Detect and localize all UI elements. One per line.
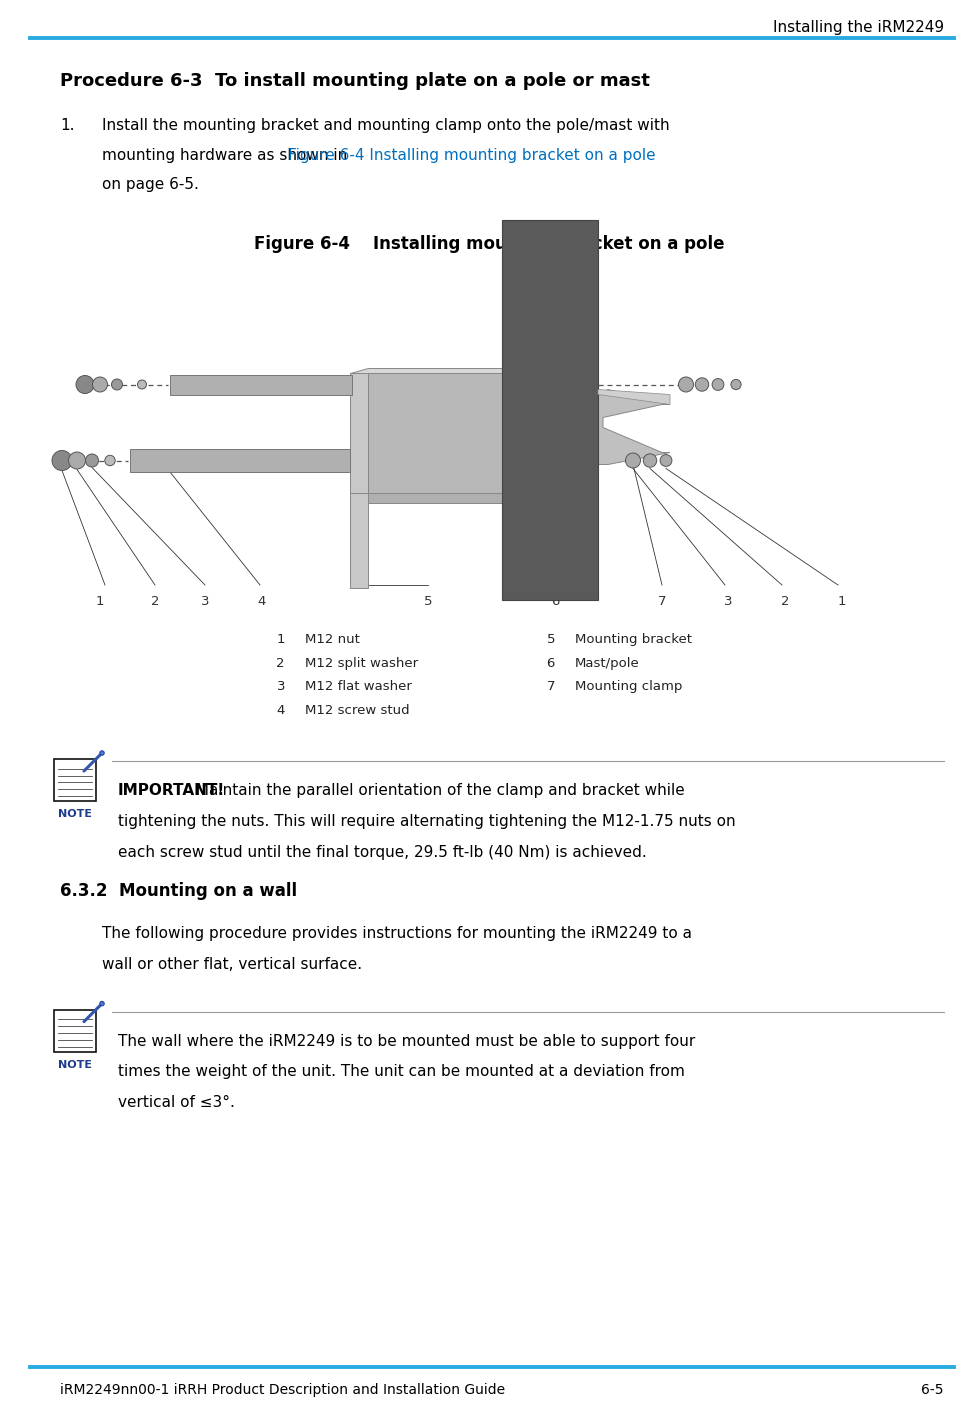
Text: on page 6-5.: on page 6-5. bbox=[102, 177, 199, 192]
Text: 6.3.2  Mounting on a wall: 6.3.2 Mounting on a wall bbox=[60, 882, 296, 901]
Text: iRM2249nn00-1 iRRH Product Description and Installation Guide: iRM2249nn00-1 iRRH Product Description a… bbox=[60, 1383, 505, 1397]
Circle shape bbox=[68, 452, 85, 469]
Circle shape bbox=[85, 454, 99, 466]
Polygon shape bbox=[350, 493, 502, 503]
Text: Figure 6-4    Installing mounting bracket on a pole: Figure 6-4 Installing mounting bracket o… bbox=[254, 235, 724, 253]
Text: 4: 4 bbox=[277, 704, 285, 717]
Text: Install the mounting bracket and mounting clamp onto the pole/mast with: Install the mounting bracket and mountin… bbox=[102, 118, 669, 133]
Polygon shape bbox=[598, 389, 669, 405]
Text: vertical of ≤3°.: vertical of ≤3°. bbox=[118, 1096, 235, 1110]
Text: The following procedure provides instructions for mounting the iRM2249 to a: The following procedure provides instruc… bbox=[102, 926, 691, 941]
Bar bbox=[130, 450, 350, 472]
Text: 6: 6 bbox=[546, 656, 555, 670]
Bar bbox=[54, 1010, 96, 1051]
Circle shape bbox=[111, 379, 122, 391]
Circle shape bbox=[659, 455, 671, 466]
Text: 2: 2 bbox=[151, 594, 159, 608]
Circle shape bbox=[100, 750, 104, 756]
Text: Procedure 6-3  To install mounting plate on a pole or mast: Procedure 6-3 To install mounting plate … bbox=[60, 72, 649, 90]
Text: times the weight of the unit. The unit can be mounted at a deviation from: times the weight of the unit. The unit c… bbox=[118, 1065, 685, 1079]
Text: 2: 2 bbox=[779, 594, 788, 608]
Text: NOTE: NOTE bbox=[58, 809, 92, 819]
Polygon shape bbox=[368, 395, 502, 468]
Bar bbox=[502, 221, 598, 600]
Circle shape bbox=[643, 454, 656, 468]
Text: 3: 3 bbox=[723, 594, 732, 608]
Circle shape bbox=[711, 378, 723, 391]
Circle shape bbox=[137, 379, 147, 389]
Text: M12 flat washer: M12 flat washer bbox=[305, 680, 412, 693]
Polygon shape bbox=[368, 372, 502, 493]
Text: 7: 7 bbox=[546, 680, 555, 693]
Text: Mounting bracket: Mounting bracket bbox=[574, 634, 691, 646]
Text: Mounting clamp: Mounting clamp bbox=[574, 680, 682, 693]
Polygon shape bbox=[598, 389, 669, 465]
Circle shape bbox=[76, 375, 94, 393]
Polygon shape bbox=[350, 493, 368, 589]
Circle shape bbox=[105, 455, 115, 465]
Text: Maintain the parallel orientation of the clamp and bracket while: Maintain the parallel orientation of the… bbox=[191, 783, 684, 798]
Text: 1: 1 bbox=[96, 594, 104, 608]
Circle shape bbox=[731, 379, 740, 389]
Text: 6-5: 6-5 bbox=[920, 1383, 943, 1397]
Polygon shape bbox=[350, 372, 368, 493]
Text: 3: 3 bbox=[276, 680, 285, 693]
Text: wall or other flat, vertical surface.: wall or other flat, vertical surface. bbox=[102, 957, 362, 972]
Text: 1: 1 bbox=[276, 634, 285, 646]
Text: M12 nut: M12 nut bbox=[305, 634, 360, 646]
Circle shape bbox=[625, 452, 640, 468]
Text: each screw stud until the final torque, 29.5 ft-lb (40 Nm) is achieved.: each screw stud until the final torque, … bbox=[118, 844, 646, 860]
Text: The wall where the iRM2249 is to be mounted must be able to support four: The wall where the iRM2249 is to be moun… bbox=[118, 1034, 694, 1048]
Text: Installing the iRM2249: Installing the iRM2249 bbox=[772, 20, 943, 35]
Text: tightening the nuts. This will require alternating tightening the M12-1.75 nuts : tightening the nuts. This will require a… bbox=[118, 813, 734, 829]
Text: 5: 5 bbox=[546, 634, 555, 646]
Text: Mast/pole: Mast/pole bbox=[574, 656, 639, 670]
Text: 1.: 1. bbox=[60, 118, 74, 133]
Text: NOTE: NOTE bbox=[58, 1059, 92, 1069]
Circle shape bbox=[678, 377, 692, 392]
Text: 4: 4 bbox=[257, 594, 266, 608]
Bar bbox=[170, 375, 352, 395]
Text: 5: 5 bbox=[423, 594, 432, 608]
Text: M12 split washer: M12 split washer bbox=[305, 656, 418, 670]
Text: mounting hardware as shown in: mounting hardware as shown in bbox=[102, 148, 352, 163]
Circle shape bbox=[52, 451, 72, 471]
Text: Figure 6-4 Installing mounting bracket on a pole: Figure 6-4 Installing mounting bracket o… bbox=[288, 148, 655, 163]
Text: 1: 1 bbox=[837, 594, 845, 608]
Circle shape bbox=[92, 377, 108, 392]
Bar bbox=[54, 759, 96, 801]
Text: IMPORTANT!: IMPORTANT! bbox=[118, 783, 225, 798]
Circle shape bbox=[100, 1002, 104, 1006]
Text: 6: 6 bbox=[551, 594, 558, 608]
Text: 2: 2 bbox=[276, 656, 285, 670]
Polygon shape bbox=[350, 368, 502, 372]
Text: 3: 3 bbox=[200, 594, 209, 608]
Text: 7: 7 bbox=[657, 594, 666, 608]
Circle shape bbox=[694, 378, 708, 391]
Text: M12 screw stud: M12 screw stud bbox=[305, 704, 409, 717]
